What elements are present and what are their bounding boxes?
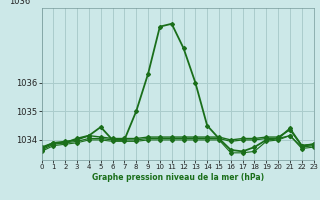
X-axis label: Graphe pression niveau de la mer (hPa): Graphe pression niveau de la mer (hPa)	[92, 173, 264, 182]
Text: 1036: 1036	[9, 0, 30, 6]
